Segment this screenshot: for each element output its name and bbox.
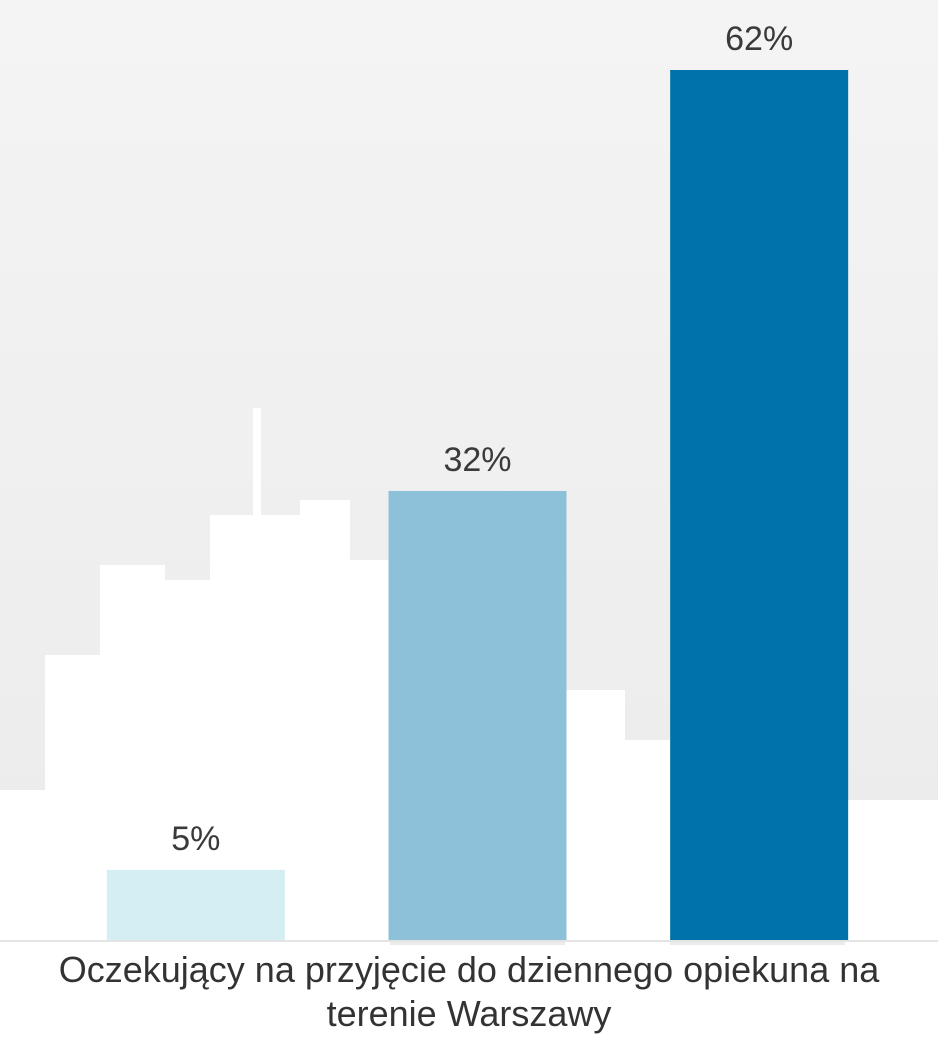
chart: 5% 32% 62% <box>0 0 938 945</box>
value-label: 32% <box>443 441 511 479</box>
bar <box>388 490 567 940</box>
bar <box>106 869 285 940</box>
x-axis-label: Oczekujący na przyjęcie do dziennego opi… <box>58 949 880 1034</box>
value-label: 5% <box>171 820 220 858</box>
value-label: 62% <box>725 20 793 58</box>
bar <box>670 70 849 940</box>
